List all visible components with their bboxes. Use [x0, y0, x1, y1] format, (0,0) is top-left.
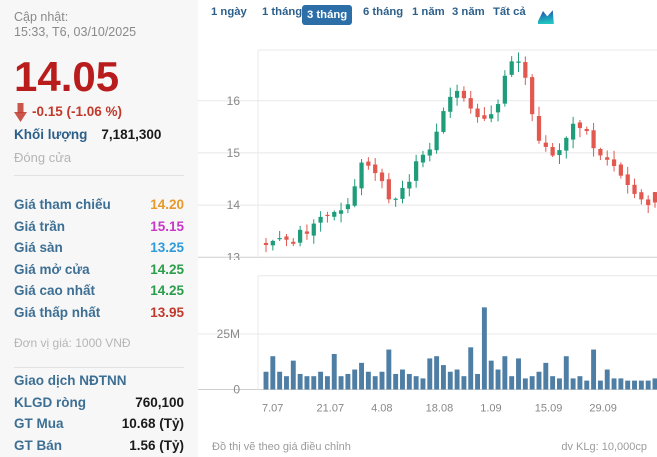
- svg-text:15.09: 15.09: [535, 403, 563, 415]
- svg-text:29.09: 29.09: [589, 403, 617, 415]
- svg-text:1.09: 1.09: [480, 403, 501, 415]
- svg-text:0: 0: [233, 383, 240, 397]
- svg-text:25M: 25M: [217, 327, 240, 341]
- svg-text:21.07: 21.07: [317, 403, 345, 415]
- svg-text:7.07: 7.07: [262, 403, 283, 415]
- svg-text:4.08: 4.08: [371, 403, 392, 415]
- svg-text:18.08: 18.08: [426, 403, 454, 415]
